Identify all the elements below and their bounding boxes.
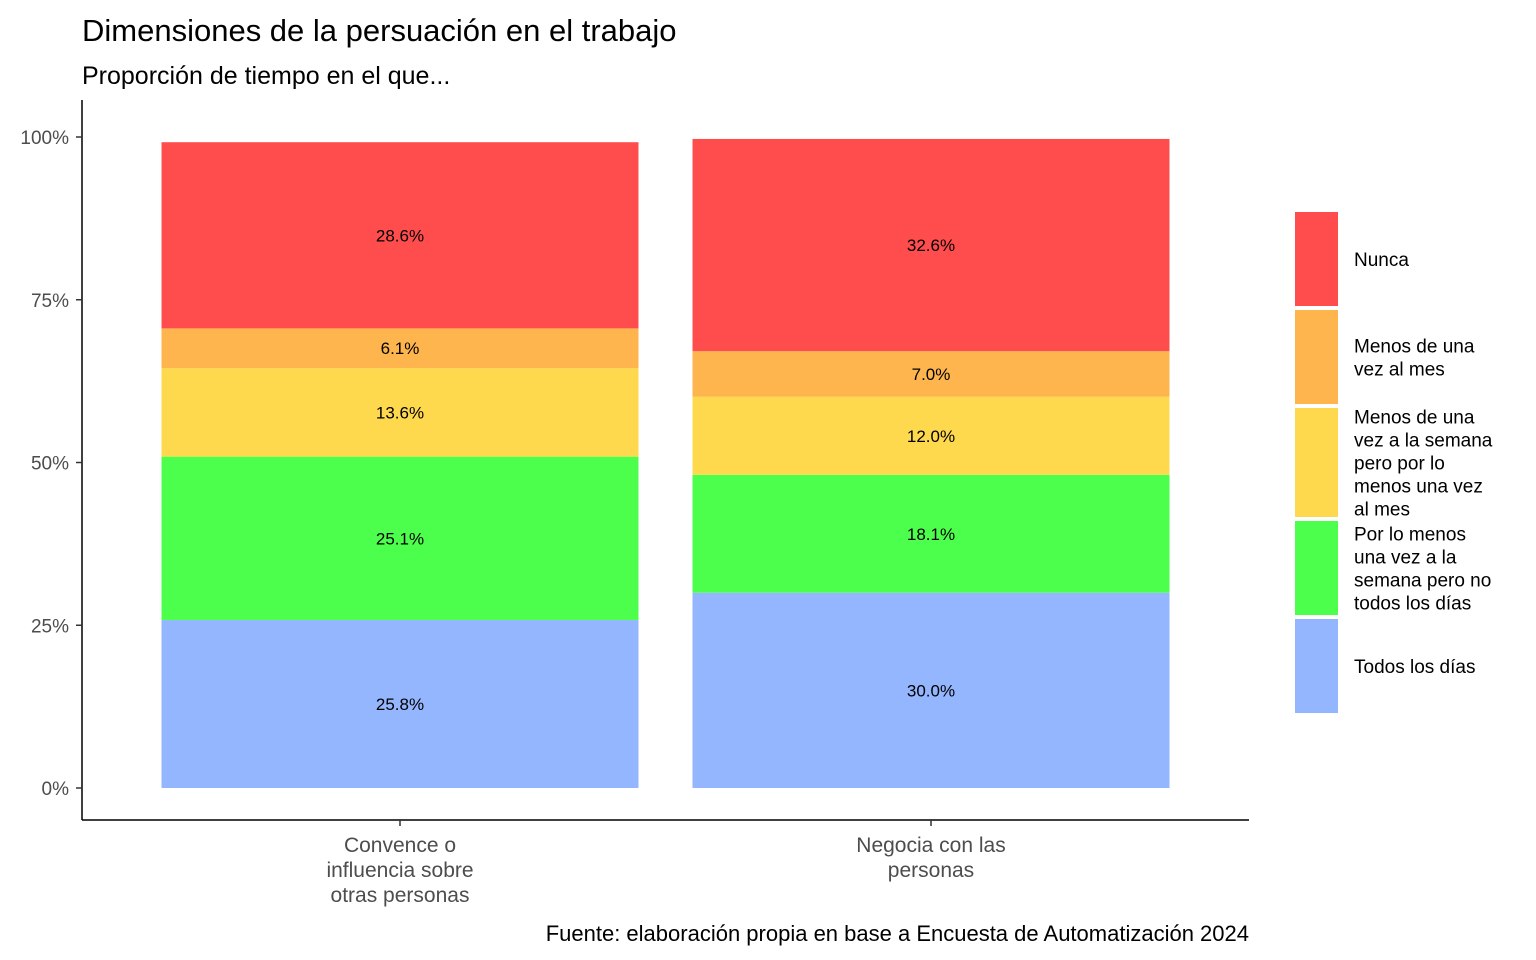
y-tick-label: 50% (31, 454, 69, 475)
legend-label: Nunca (1354, 250, 1409, 271)
legend-label: Menos de una vez a la semana pero por lo me… (1354, 408, 1493, 521)
data-labels-group: 25.8% 25.1% 13.6% 6.1% 28.6% 30.0% 18.1% 12.0% 7… (376, 226, 955, 714)
data-label: 32.6% (907, 236, 955, 255)
plot-area: 25.8% 25.1% 13.6% 6.1% 28.6% 30.0% 18.1% 12.0% 7… (20, 100, 1249, 907)
y-tick-label: 0% (42, 779, 70, 800)
x-tick-label: Convence o influencia sobre otras personas (326, 834, 473, 907)
legend-swatch (1295, 408, 1338, 517)
legend-label: Todos los días (1354, 657, 1475, 678)
y-tick-label: 25% (31, 616, 69, 637)
legend-label: Menos de una vez al mes (1354, 337, 1475, 381)
bar-segment (161, 328, 639, 369)
bar-segment (692, 138, 1170, 352)
legend: Nunca Menos de una vez al mes Menos de una v… (1295, 212, 1493, 713)
chart-subtitle: Proporción de tiempo en el que... (82, 62, 450, 90)
data-label: 25.1% (376, 529, 424, 548)
chart-title: Dimensiones de la persuación en el traba… (82, 13, 677, 48)
legend-swatch (1295, 310, 1338, 404)
bar-segment (692, 474, 1170, 593)
x-tick-label: Negocia con las personas (856, 834, 1005, 882)
bar-segment (161, 620, 639, 788)
chart-caption: Fuente: elaboración propia en base a Enc… (546, 921, 1249, 946)
legend-swatch (1295, 521, 1338, 615)
legend-label: Por lo menos una vez a la semana pero no to… (1354, 525, 1491, 615)
data-label: 18.1% (907, 525, 955, 544)
bar-segment (161, 368, 639, 457)
data-label: 13.6% (376, 403, 424, 422)
data-label: 12.0% (907, 427, 955, 446)
data-label: 7.0% (912, 365, 951, 384)
data-label: 6.1% (381, 339, 420, 358)
y-tick-label: 75% (31, 291, 69, 312)
data-label: 25.8% (376, 695, 424, 714)
legend-swatch (1295, 212, 1338, 306)
bar-segment (161, 142, 639, 329)
bar-segment (692, 351, 1170, 397)
legend-swatch (1295, 619, 1338, 713)
data-label: 28.6% (376, 226, 424, 245)
bar-segment (692, 592, 1170, 788)
data-label: 30.0% (907, 681, 955, 700)
bar-segment (692, 396, 1170, 475)
x-axis: Convence o influencia sobre otras personas… (82, 819, 1249, 907)
y-tick-label: 100% (20, 128, 69, 149)
bar-segment (161, 456, 639, 621)
bars-group (161, 138, 1170, 788)
y-axis: 0% 25% 50% 75% 100% (20, 100, 83, 820)
